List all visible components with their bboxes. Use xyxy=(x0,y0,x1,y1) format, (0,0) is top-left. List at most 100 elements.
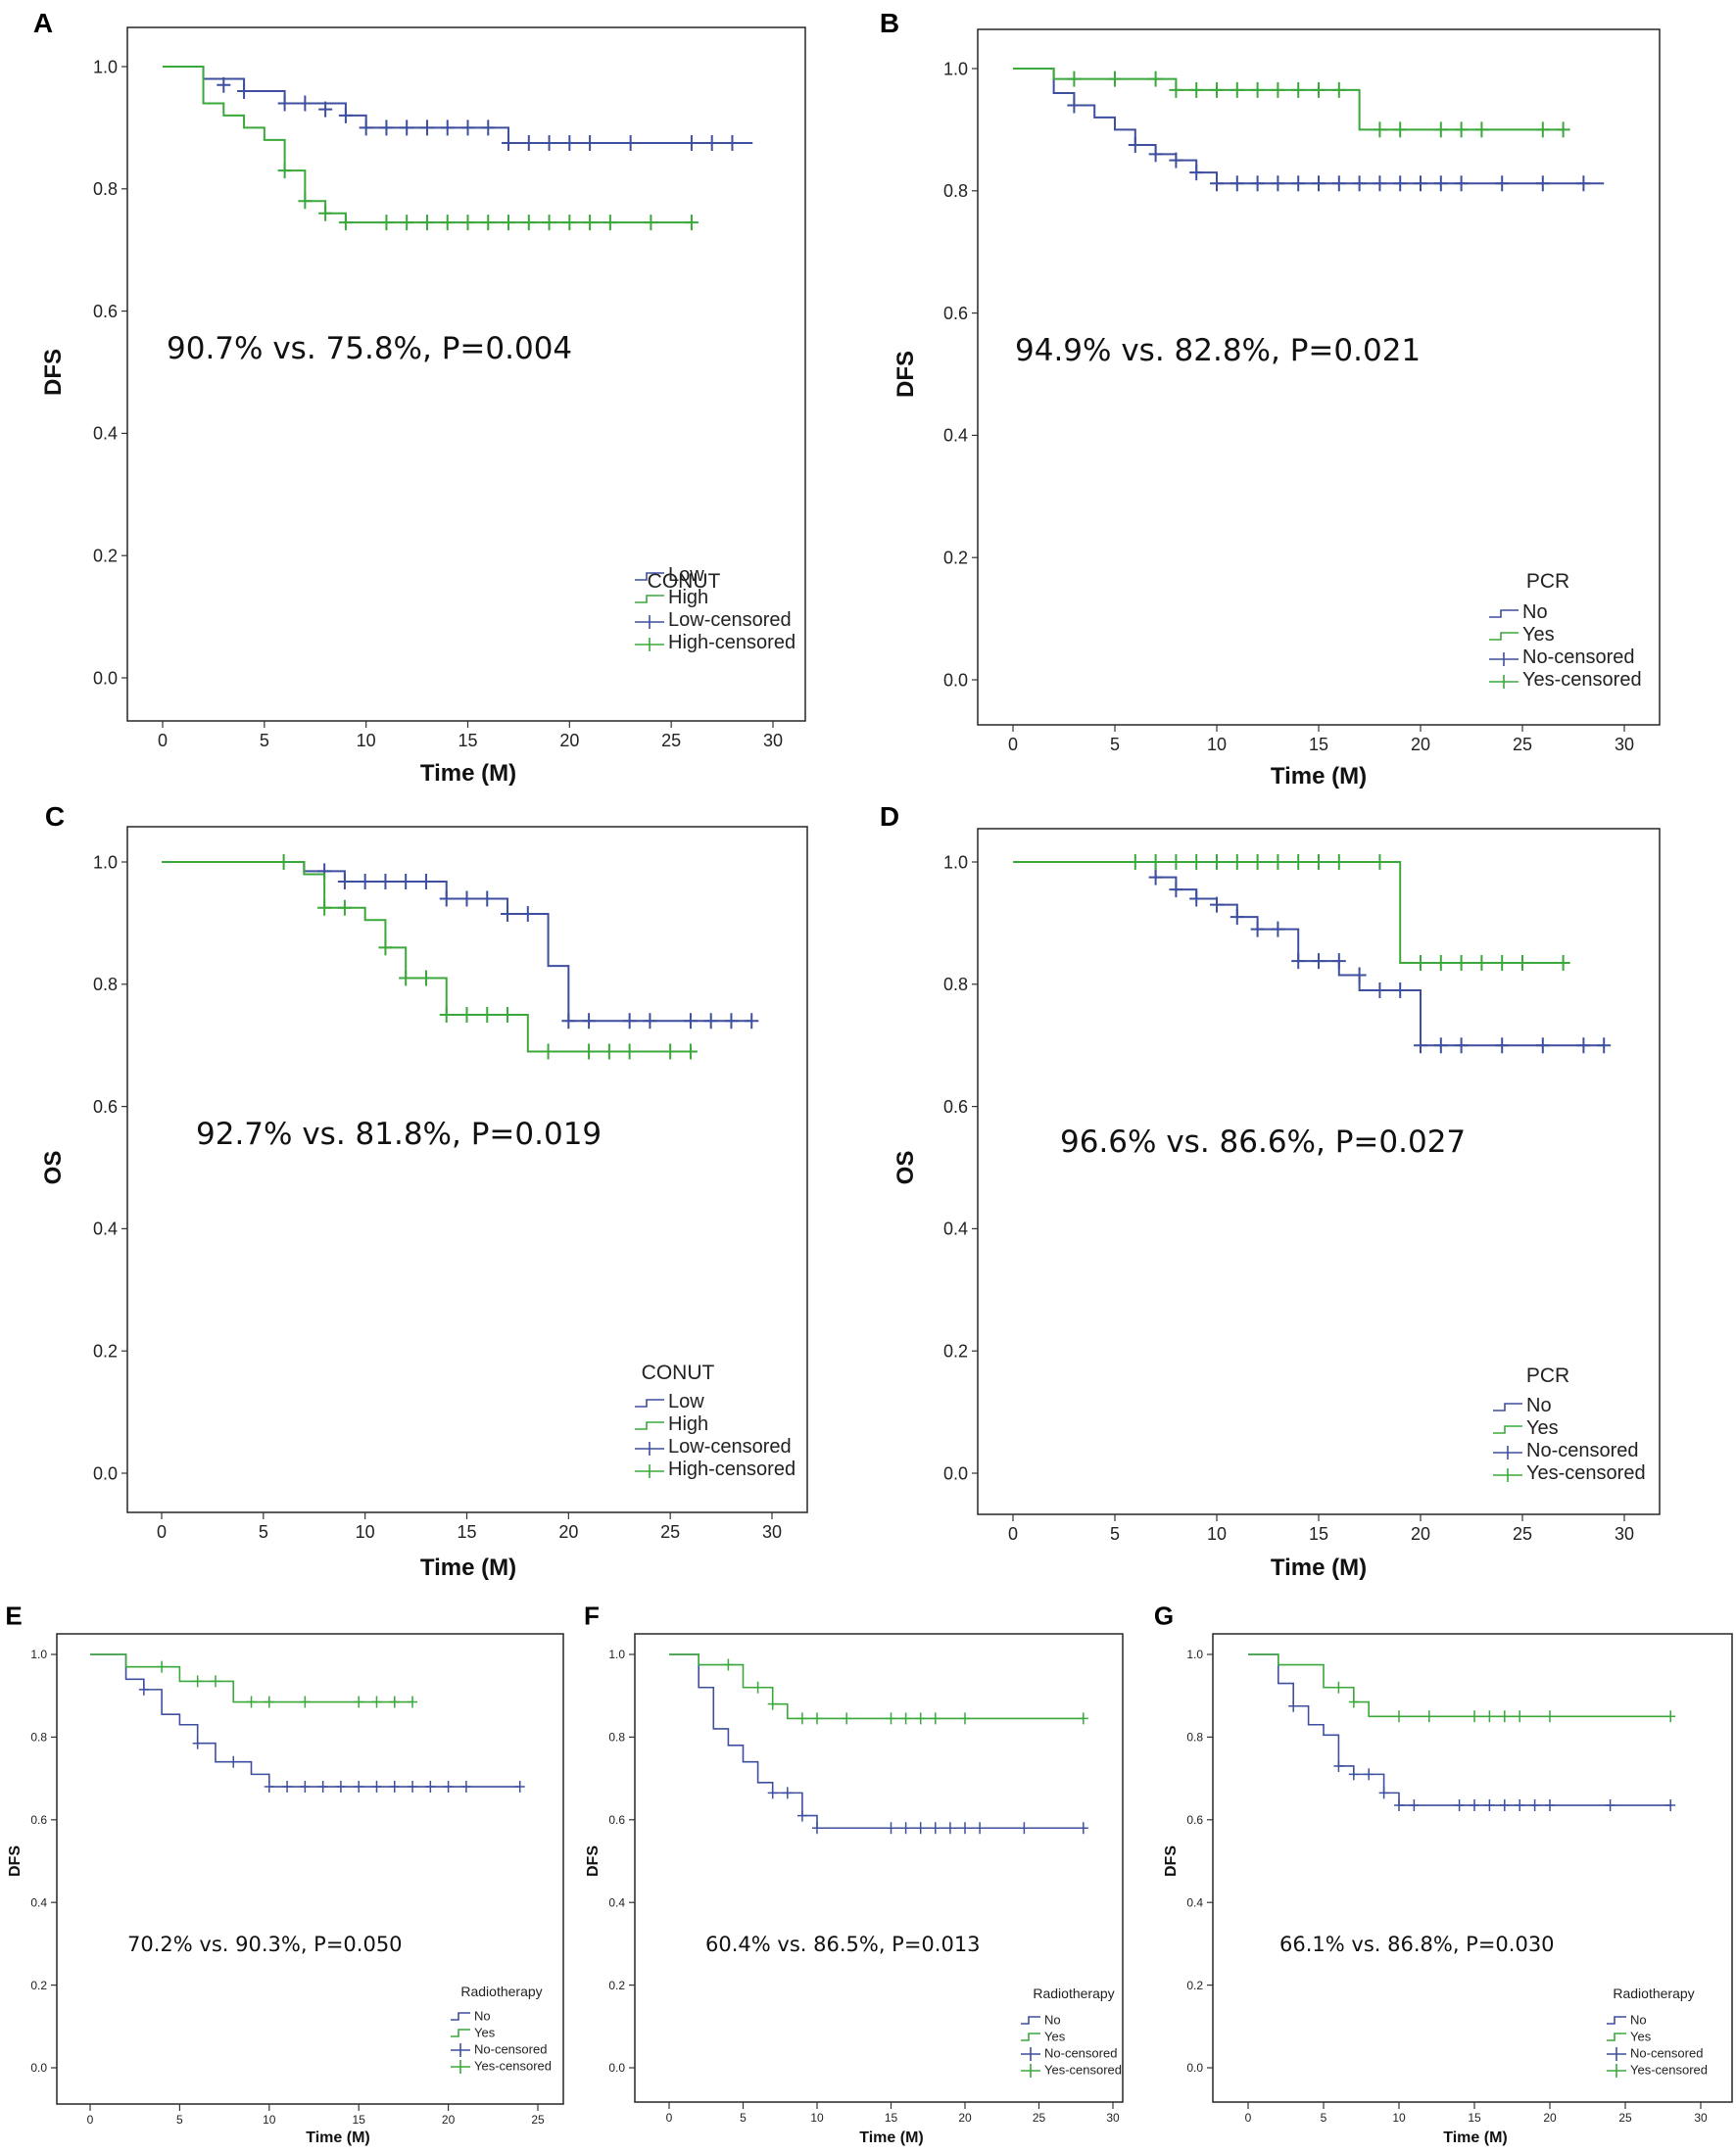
censor-mark-no xyxy=(1515,1799,1525,1812)
censor-mark-low xyxy=(542,135,556,151)
legend-entry: Yes-censored xyxy=(1630,2063,1708,2078)
censor-mark-yes xyxy=(886,1712,896,1725)
y-tick-label: 0.4 xyxy=(93,1220,118,1239)
legend-entry: Yes xyxy=(1522,624,1555,646)
censor-mark-no xyxy=(1433,1037,1448,1054)
censor-mark-no xyxy=(1331,175,1346,192)
legend-swatch-line xyxy=(1607,2016,1626,2025)
censor-mark-no xyxy=(514,1781,525,1794)
legend-swatch-line xyxy=(635,595,664,603)
censor-mark-no xyxy=(1067,97,1082,114)
censor-mark-yes xyxy=(1312,81,1326,98)
censor-mark-no xyxy=(1169,882,1183,898)
censor-mark-no xyxy=(1373,982,1387,999)
censor-mark-high xyxy=(318,205,333,221)
censor-mark-no xyxy=(1529,1799,1540,1812)
censor-mark-high xyxy=(663,1043,678,1060)
censor-mark-yes xyxy=(1394,1710,1404,1723)
x-tick-label: 0 xyxy=(1008,1524,1018,1544)
censor-mark-no xyxy=(1352,175,1367,192)
censor-mark-yes xyxy=(1470,1710,1479,1723)
stats-annotation: 66.1% vs. 86.8%, P=0.030 xyxy=(1279,1933,1555,1956)
y-tick-label: 0.0 xyxy=(93,668,118,688)
x-axis-label: Time (M) xyxy=(859,2129,923,2146)
censor-mark-yes xyxy=(1484,1710,1495,1723)
y-tick-label: 0.8 xyxy=(93,975,118,994)
censor-mark-low xyxy=(521,135,536,151)
censor-mark-yes xyxy=(1312,854,1326,870)
censor-mark-high xyxy=(683,1043,698,1060)
censor-mark-yes xyxy=(354,1696,364,1708)
censor-mark-no xyxy=(443,1781,454,1794)
legend-entry: No xyxy=(1522,601,1548,623)
censor-mark-no xyxy=(1189,165,1204,181)
x-tick-label: 30 xyxy=(1694,2111,1708,2125)
censor-mark-low xyxy=(358,873,372,889)
x-tick-label: 0 xyxy=(158,731,168,750)
y-tick-label: 0.2 xyxy=(943,549,968,568)
plot-frame xyxy=(634,1633,1124,2103)
censor-mark-high xyxy=(337,899,352,916)
censor-mark-yes xyxy=(1067,71,1082,87)
censor-mark-no xyxy=(782,1787,793,1799)
censor-mark-no xyxy=(1312,175,1326,192)
stats-annotation: 96.6% vs. 86.6%, P=0.027 xyxy=(1060,1124,1466,1160)
legend-title: CONUT xyxy=(648,570,721,593)
legend-swatch-censor xyxy=(635,1442,664,1456)
censor-mark-yes xyxy=(1210,854,1224,870)
censor-mark-no xyxy=(138,1683,149,1696)
censor-mark-no xyxy=(228,1755,239,1768)
legend-swatch-censor xyxy=(451,2043,470,2057)
censor-mark-yes xyxy=(915,1712,926,1725)
y-tick-label: 0.6 xyxy=(1186,1813,1203,1827)
censor-mark-no xyxy=(1576,1037,1591,1054)
x-axis-label: Time (M) xyxy=(1271,1555,1367,1581)
censor-mark-yes xyxy=(1515,1710,1525,1723)
y-tick-label: 0.4 xyxy=(943,1220,968,1239)
censor-mark-no xyxy=(264,1781,274,1794)
censor-mark-no xyxy=(1545,1799,1555,1812)
x-tick-label: 25 xyxy=(1513,735,1532,754)
legend-swatch-censor xyxy=(635,1464,664,1478)
legend-title: PCR xyxy=(1526,1364,1569,1387)
x-tick-label: 10 xyxy=(810,2111,824,2125)
censor-mark-no xyxy=(425,1781,436,1794)
censor-mark-yes xyxy=(767,1698,778,1710)
x-tick-label: 10 xyxy=(357,731,376,750)
x-tick-label: 30 xyxy=(762,1522,782,1542)
y-tick-label: 0.8 xyxy=(30,1731,47,1745)
x-tick-label: 15 xyxy=(1468,2111,1481,2125)
censor-mark-no xyxy=(1535,1037,1550,1054)
censor-mark-high xyxy=(582,1043,597,1060)
censor-mark-no xyxy=(886,1822,896,1835)
y-tick-label: 0.6 xyxy=(608,1813,625,1827)
censor-mark-yes xyxy=(1169,854,1183,870)
legend-swatch-censor xyxy=(1489,652,1519,666)
legend-swatch-line xyxy=(1489,632,1519,641)
censor-mark-high xyxy=(338,215,353,231)
x-axis-label: Time (M) xyxy=(306,2129,369,2146)
censor-mark-low xyxy=(400,120,414,136)
x-tick-label: 30 xyxy=(763,731,783,750)
censor-mark-low xyxy=(583,135,598,151)
censor-mark-no xyxy=(1535,175,1550,192)
censor-mark-high xyxy=(399,970,413,986)
censor-mark-high xyxy=(276,854,291,870)
censor-mark-high xyxy=(459,1007,474,1023)
legend-swatch-line xyxy=(635,572,664,581)
censor-mark-yes xyxy=(1433,954,1448,971)
y-tick-label: 0.6 xyxy=(30,1813,47,1827)
censor-mark-high xyxy=(298,193,313,210)
legend-entry: High-censored xyxy=(668,1459,796,1480)
legend-entry: Yes-censored xyxy=(1526,1462,1646,1484)
legend-entry: Low-censored xyxy=(668,1436,792,1458)
censor-mark-yes xyxy=(1230,854,1244,870)
censor-mark-no xyxy=(1333,1759,1344,1772)
censor-mark-low xyxy=(724,1013,739,1029)
censor-mark-no xyxy=(1665,1799,1676,1812)
y-axis-label: DFS xyxy=(1163,1845,1180,1877)
censor-mark-no xyxy=(1364,1768,1374,1781)
plot-frame xyxy=(977,28,1661,726)
censor-mark-yes xyxy=(1545,1710,1555,1723)
x-axis-label: Time (M) xyxy=(1271,763,1367,789)
